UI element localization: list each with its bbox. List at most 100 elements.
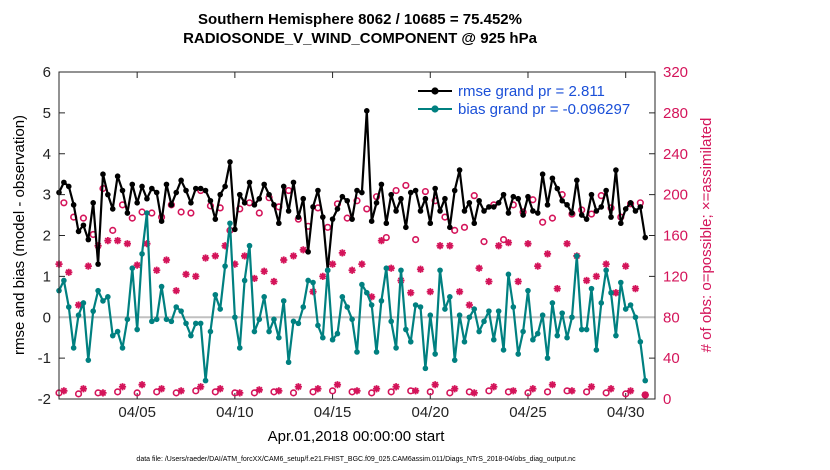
rmse-point [534,210,541,216]
possible-obs-point [529,196,537,204]
assimilated-obs-point [236,389,244,397]
y-tick-label-left: -2 [38,391,51,408]
y-tick-label-right: 320 [663,64,688,81]
assimilated-obs-point [153,266,161,274]
bias-point [627,302,634,308]
assimilated-obs-point [270,277,278,286]
assimilated-obs-point [221,242,229,250]
rmse-point [427,220,434,227]
possible-obs-point [412,235,420,244]
assimilated-obs-point [455,288,464,296]
assimilated-obs-point [114,237,122,245]
rmse-point [119,187,126,194]
bias-point [461,338,468,345]
bias-point [642,377,649,384]
rmse-point [163,181,170,188]
bias-point [109,332,116,339]
assimilated-obs-point [231,260,239,268]
rmse-point [246,179,253,186]
rmse-point [173,189,180,196]
possible-obs-point [587,210,596,218]
possible-obs-point [446,389,454,397]
assimilated-obs-point [626,387,635,395]
rmse-point [153,189,160,196]
bias-point [65,304,72,310]
bias-point [202,377,209,384]
rmse-point [183,187,189,194]
rmse-point [349,216,355,222]
possible-obs-point [504,388,513,396]
rmse-point [378,181,385,188]
bias-point [490,336,497,343]
rmse-point [139,183,145,190]
bias-point [271,316,277,323]
y-tick-label-right: 0 [663,391,671,408]
y-axis-label-left: rmse and bias (model - observation) [11,115,28,355]
rmse-point [539,171,546,177]
assimilated-obs-point [607,385,615,393]
bias-point [398,267,404,274]
bias-point [534,330,541,337]
rmse-point [114,173,121,180]
rmse-point [310,204,316,210]
legend-bias-marker [431,105,439,113]
rmse-point [515,195,522,202]
bias-point [451,357,458,363]
bias-point [618,279,624,286]
legend-bias-label: bias grand pr = -0.096297 [458,101,630,118]
rmse-point [359,189,365,196]
bias-point [305,277,311,284]
assimilated-obs-point [319,272,327,280]
bias-point [427,312,434,319]
rmse-point [305,249,311,255]
bias-point [232,314,238,321]
bias-point [598,300,605,306]
assimilated-obs-point [465,301,473,309]
possible-obs-point [343,214,351,222]
rmse-point [105,191,111,198]
rmse-point [530,208,536,214]
assimilated-obs-point [431,381,439,389]
bias-point [236,345,243,351]
bias-point [227,220,233,227]
bias-point [349,316,355,323]
y-tick-label-left: 6 [43,64,51,81]
bias-point [417,304,424,310]
rmse-point [236,191,243,198]
assimilated-obs-point [387,264,395,272]
rmse-point [75,228,82,235]
bias-point [378,298,385,304]
rmse-point [505,210,512,216]
rmse-point [422,195,429,202]
y-tick-label-right: 200 [663,187,688,204]
assimilated-obs-point [451,385,459,393]
assimilated-obs-point [358,260,366,268]
rmse-point [222,183,228,190]
assimilated-obs-point [280,256,288,264]
left-axis-ticks: -2 -1 0 1 2 3 4 5 6 [38,64,65,408]
possible-obs-point [109,226,117,234]
possible-obs-point [285,186,293,195]
rmse-point [598,204,605,210]
rmse-point [363,108,370,114]
bias-point [466,314,473,321]
possible-obs-point [363,205,371,213]
legend: rmse grand pr = 2.811 bias grand pr = -0… [418,83,630,118]
bias-point [559,310,565,316]
possible-obs-point [138,208,146,216]
possible-obs-point [211,388,219,396]
possible-obs-point [368,389,376,397]
assimilated-obs-point [524,240,532,248]
rmse-point [90,200,96,206]
bias-point [310,279,316,286]
rmse-point [168,202,175,208]
bias-point [515,351,522,357]
rmse-point [608,214,614,220]
assimilated-obs-point [412,387,420,395]
rmse-point [627,200,634,206]
possible-obs-point [426,388,434,396]
bias-point [613,332,619,339]
bias-point [280,298,287,304]
rmse-point [280,183,287,190]
possible-obs-point [382,233,390,242]
